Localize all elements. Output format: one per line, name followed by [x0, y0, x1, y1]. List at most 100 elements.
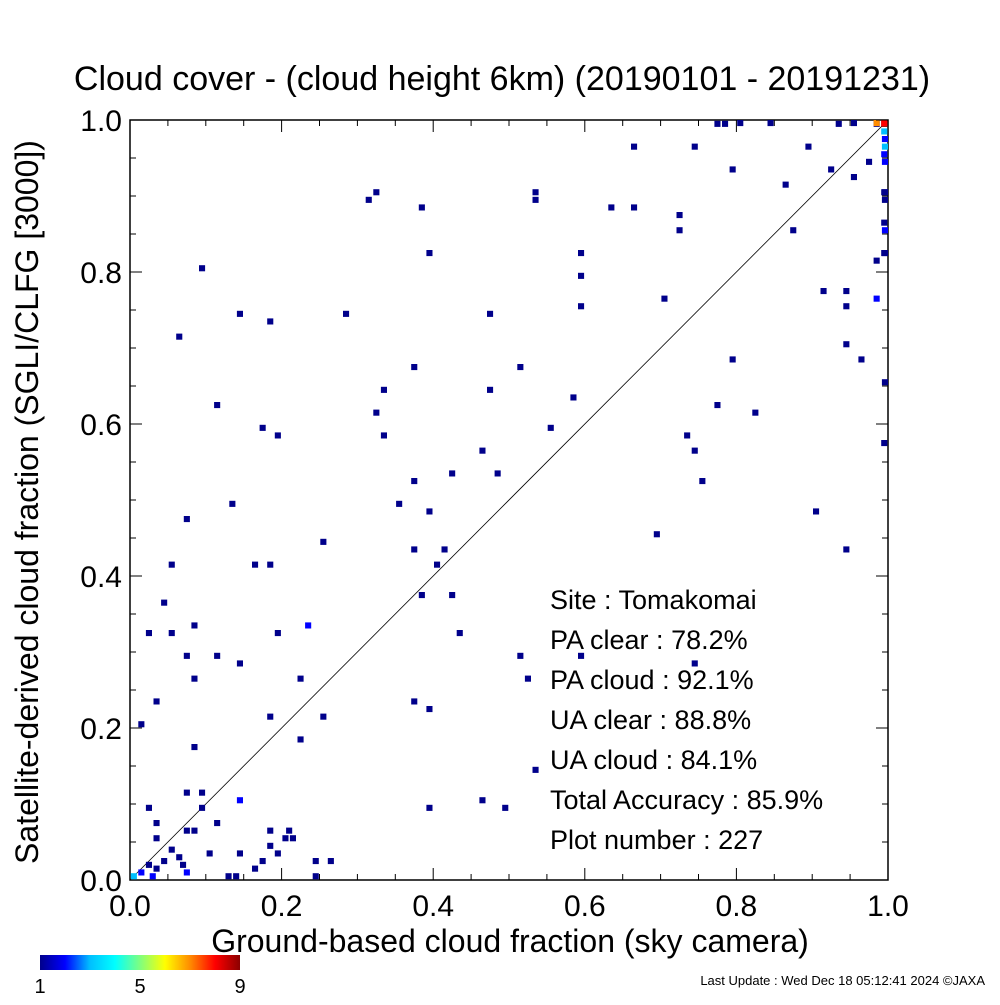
heatmap-cell	[320, 538, 327, 545]
heatmap-cell	[233, 873, 240, 880]
heatmap-cell	[282, 835, 289, 842]
heatmap-cell	[161, 599, 168, 606]
heatmap-cell	[532, 766, 539, 773]
heatmap-cell	[805, 143, 812, 150]
heatmap-cell	[153, 820, 160, 827]
heatmap-cell	[130, 873, 137, 880]
heatmap-cell	[843, 288, 850, 295]
heatmap-cell	[676, 212, 683, 219]
heatmap-cell	[850, 174, 857, 181]
heatmap-cell	[418, 592, 425, 599]
stat-value: 227	[711, 825, 764, 855]
heatmap-cell	[691, 660, 698, 667]
heatmap-cell	[183, 516, 190, 523]
y-tick-label: 1.0	[80, 105, 122, 138]
heatmap-cell	[729, 356, 736, 363]
heatmap-cell	[714, 402, 721, 409]
heatmap-cell	[517, 652, 524, 659]
heatmap-cell	[873, 295, 880, 302]
heatmap-cell	[297, 675, 304, 682]
heatmap-cell	[502, 804, 509, 811]
heatmap-cell	[411, 364, 418, 371]
stat-line: UA clear : 88.8%	[550, 705, 751, 735]
heatmap-cell	[881, 219, 888, 226]
heatmap-cell	[289, 835, 296, 842]
heatmap-cell	[631, 204, 638, 211]
heatmap-cell	[843, 303, 850, 310]
heatmap-cell	[274, 432, 281, 439]
heatmap-cell	[236, 850, 243, 857]
stat-label: Total Accuracy :	[550, 785, 739, 815]
heatmap-cell	[214, 402, 221, 409]
chart-title: Cloud cover - (cloud height 6km) (201901…	[74, 60, 930, 98]
heatmap-cell	[850, 120, 857, 127]
last-update-text: Last Update : Wed Dec 18 05:12:41 2024 ©…	[700, 973, 985, 988]
colorbar-tick-label: 5	[134, 976, 145, 998]
x-tick-label: 1.0	[867, 890, 909, 923]
heatmap-cell	[881, 250, 888, 257]
stat-line: Total Accuracy : 85.9%	[550, 785, 823, 815]
heatmap-cell	[206, 850, 213, 857]
heatmap-cell	[722, 120, 729, 127]
y-tick-label: 0.2	[80, 713, 122, 746]
heatmap-cell	[532, 196, 539, 203]
heatmap-cell	[274, 630, 281, 637]
heatmap-cell	[214, 652, 221, 659]
heatmap-cell	[373, 409, 380, 416]
heatmap-cell	[259, 858, 266, 865]
heatmap-cell	[191, 827, 198, 834]
heatmap-cell	[813, 508, 820, 515]
diagonal-layer	[129, 119, 889, 881]
heatmap-cell	[343, 310, 350, 317]
heatmap-cell	[168, 630, 175, 637]
heatmap-cell	[782, 181, 789, 188]
stat-label: PA clear :	[550, 625, 664, 655]
heatmap-cell	[267, 713, 274, 720]
heatmap-cell	[168, 846, 175, 853]
heatmap-cell	[183, 869, 190, 876]
statistics-annotation: Site : Tomakomai PA clear : 78.2% PA cloud…	[550, 585, 823, 855]
y-tick-label: 0.6	[80, 409, 122, 442]
heatmap-cell	[790, 227, 797, 234]
x-tick-label: 0.6	[564, 890, 606, 923]
heatmap-cell	[449, 592, 456, 599]
heatmap-cell	[691, 447, 698, 454]
heatmap-cell	[153, 865, 160, 872]
heatmap-cell	[767, 120, 774, 127]
heatmap-cell	[828, 166, 835, 173]
heatmap-cell	[225, 873, 232, 880]
heatmap-cell	[191, 675, 198, 682]
stat-label: UA clear :	[550, 705, 667, 735]
stat-line: UA cloud : 84.1%	[550, 745, 757, 775]
heatmap-cell	[494, 470, 501, 477]
heatmap-cell	[570, 394, 577, 401]
heatmap-cell	[456, 630, 463, 637]
stat-value: 78.2%	[664, 625, 748, 655]
heatmap-cell	[373, 189, 380, 196]
heatmap-cell	[737, 120, 744, 127]
stat-value: 88.8%	[667, 705, 751, 735]
heatmap-cell	[881, 136, 888, 143]
heatmap-cell	[305, 622, 312, 629]
y-tick-label: 0.8	[80, 257, 122, 290]
heatmap-cell	[267, 827, 274, 834]
heatmap-cell	[267, 318, 274, 325]
heatmap-cell	[327, 858, 334, 865]
heatmap-cell	[365, 196, 372, 203]
x-tick-label: 0.2	[261, 890, 303, 923]
stat-line: Site : Tomakomai	[550, 585, 757, 615]
heatmap-cell	[866, 158, 873, 165]
heatmap-cell	[199, 789, 206, 796]
heatmap-cell	[441, 546, 448, 553]
heatmap-cell	[752, 409, 759, 416]
heatmap-cell	[843, 341, 850, 348]
heatmap-cell	[517, 364, 524, 371]
heatmap-cell	[183, 827, 190, 834]
heatmap-cell	[267, 561, 274, 568]
y-tick-label: 0.4	[80, 561, 122, 594]
heatmap-cell	[153, 698, 160, 705]
heatmap-cell	[881, 379, 888, 386]
heatmap-cell	[699, 478, 706, 485]
